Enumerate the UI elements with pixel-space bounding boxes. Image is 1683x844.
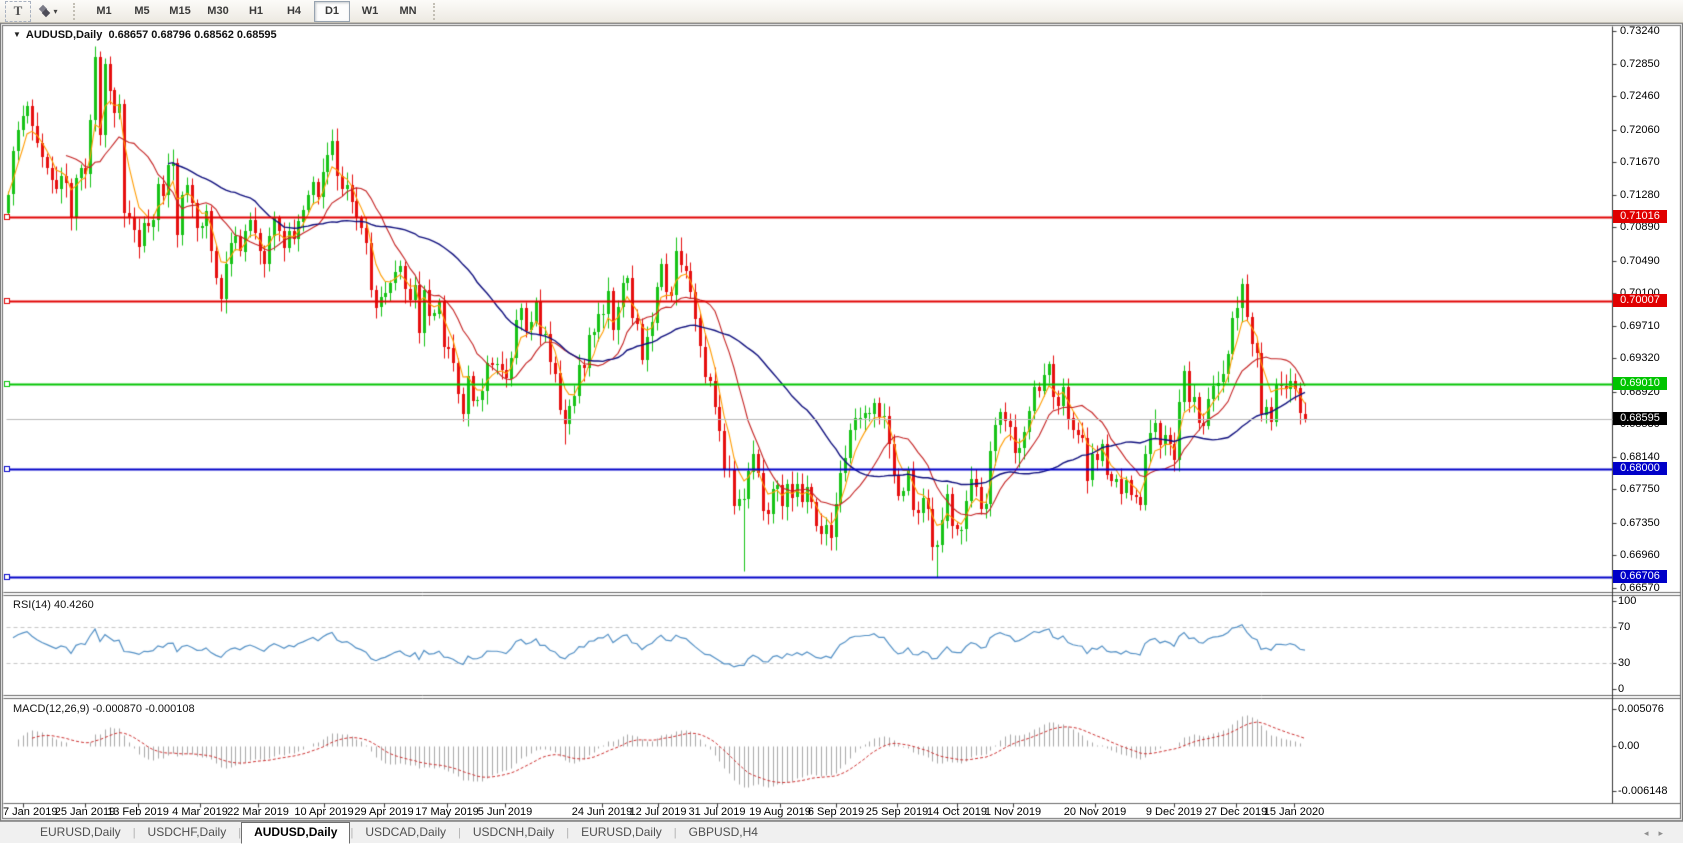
top-toolbar: T ▾ M1 M5 M15 M30 H1 H4 D1 W1 MN — [0, 0, 1683, 23]
toolbar-grip — [433, 2, 439, 20]
macd-tick-label: -0.006148 — [1618, 785, 1668, 797]
date-tick-label: 25 Jan 2019 — [54, 806, 116, 818]
rsi-tick-label: 0 — [1618, 683, 1625, 695]
chart-tab-eurusd-daily[interactable]: EURUSD,Daily — [581, 825, 662, 839]
date-tick-label: 5 Jun 2019 — [477, 806, 533, 818]
tab-scroll-right-icon[interactable]: ▸ — [1658, 828, 1673, 838]
toolbar-grip — [73, 2, 79, 20]
price-tick-label: 0.66960 — [1620, 549, 1660, 561]
tab-scroll-left-icon[interactable]: ◂ — [1643, 828, 1659, 838]
chart-tab-audusd-daily[interactable]: AUDUSD,Daily — [241, 822, 351, 844]
arrows-tool-button[interactable]: ▾ — [31, 1, 67, 22]
date-tick-label: 31 Jul 2019 — [688, 806, 746, 818]
text-tool-button[interactable]: T — [5, 0, 31, 22]
price-tick-label: 0.72060 — [1620, 124, 1660, 136]
date-tick-label: 6 Sep 2019 — [807, 806, 865, 818]
macd-tick-label: 0.005076 — [1618, 703, 1664, 715]
chart-ohlc-values: 0.68657 0.68796 0.68562 0.68595 — [108, 29, 277, 41]
macd-indicator-name: MACD(12,26,9) — [13, 703, 90, 715]
date-tick-label: 15 Jan 2020 — [1263, 806, 1325, 818]
timeframe-button-m1[interactable]: M1 — [96, 5, 112, 17]
price-tick-label: 0.66570 — [1620, 582, 1660, 594]
date-tick-label: 19 Aug 2019 — [749, 806, 811, 818]
chart-tab-eurusd-daily[interactable]: EURUSD,Daily — [40, 825, 121, 839]
price-tick-label: 0.70490 — [1620, 255, 1660, 267]
tab-separator: | — [238, 827, 242, 839]
chart-title: ▼ AUDUSD,Daily 0.68657 0.68796 0.68562 0.… — [13, 29, 277, 41]
price-tick-label: 0.69320 — [1620, 352, 1660, 364]
price-tick-label: 0.73240 — [1620, 25, 1660, 37]
rsi-indicator-value: 40.4260 — [53, 599, 94, 611]
price-tick-label: 0.67350 — [1620, 517, 1660, 529]
price-tick-label: 0.72850 — [1620, 58, 1660, 70]
timeframe-button-mn[interactable]: MN — [399, 5, 417, 17]
date-tick-label: 22 Mar 2019 — [227, 806, 289, 818]
tab-separator: | — [673, 827, 677, 839]
rsi-tick-label: 30 — [1618, 657, 1631, 669]
price-tick-label: 0.68140 — [1620, 451, 1660, 463]
timeframe-button-h4[interactable]: H4 — [286, 5, 302, 17]
rsi-indicator-name: RSI(14) — [13, 599, 51, 611]
date-tick-label: 13 Feb 2019 — [107, 806, 169, 818]
macd-indicator-values: -0.000870 -0.000108 — [92, 703, 195, 715]
date-tick-label: 17 May 2019 — [415, 806, 479, 818]
chevron-down-icon: ▾ — [53, 6, 58, 16]
chart-tab-usdchf-daily[interactable]: USDCHF,Daily — [147, 825, 227, 839]
hline-price-badge: 0.70007 — [1613, 294, 1667, 307]
chart-tab-usdcad-daily[interactable]: USDCAD,Daily — [365, 825, 446, 839]
price-tick-label: 0.72460 — [1620, 90, 1660, 102]
price-tick-label: 0.71670 — [1620, 156, 1660, 168]
timeframe-button-d1[interactable]: D1 — [314, 0, 350, 22]
date-tick-label: 7 Jan 2019 — [3, 806, 58, 818]
hline-price-badge: 0.66706 — [1613, 570, 1667, 583]
collapse-triangle-icon[interactable]: ▼ — [13, 30, 21, 39]
current-price-badge: 0.68595 — [1613, 412, 1667, 425]
tab-separator: | — [566, 827, 570, 839]
macd-tick-label: 0.00 — [1618, 740, 1640, 752]
date-tick-label: 20 Nov 2019 — [1063, 806, 1127, 818]
tab-separator: | — [350, 827, 354, 839]
chart-tabs: EURUSD,Daily | USDCHF,Daily | AUDUSD,Daily | U… — [28, 821, 770, 844]
price-tick-label: 0.71280 — [1620, 189, 1660, 201]
hline-price-badge: 0.69010 — [1613, 377, 1667, 390]
rsi-tick-label: 100 — [1618, 595, 1637, 607]
date-tick-label: 25 Sep 2019 — [865, 806, 929, 818]
tab-scroll-buttons: ◂▸ — [1644, 828, 1673, 839]
date-tick-label: 9 Dec 2019 — [1145, 806, 1203, 818]
timeframe-button-m5[interactable]: M5 — [134, 5, 150, 17]
price-tick-label: 0.70890 — [1620, 221, 1660, 233]
chart-tab-gbpusd-h4[interactable]: GBPUSD,H4 — [688, 825, 758, 839]
arrows-tool-icon — [42, 8, 51, 17]
date-tick-label: 29 Apr 2019 — [354, 806, 414, 818]
hline-price-badge: 0.71016 — [1613, 210, 1667, 223]
hline-price-badge: 0.68000 — [1613, 462, 1667, 475]
date-tick-label: 1 Nov 2019 — [984, 806, 1042, 818]
timeframe-button-m15[interactable]: M15 — [169, 5, 191, 17]
price-tick-label: 0.69710 — [1620, 320, 1660, 332]
date-tick-label: 27 Dec 2019 — [1204, 806, 1268, 818]
tab-separator: | — [132, 827, 136, 839]
timeframe-button-group: M1 M5 M15 M30 H1 H4 D1 W1 MN — [85, 0, 427, 22]
rsi-tick-label: 70 — [1618, 621, 1631, 633]
date-tick-label: 14 Oct 2019 — [927, 806, 987, 818]
timeframe-button-h1[interactable]: H1 — [248, 5, 264, 17]
chart-tab-bar: EURUSD,Daily | USDCHF,Daily | AUDUSD,Daily | U… — [0, 821, 1683, 844]
timeframe-button-m30[interactable]: M30 — [207, 5, 229, 17]
date-tick-label: 24 Jun 2019 — [571, 806, 633, 818]
tab-separator: | — [458, 827, 461, 839]
text-tool-icon: T — [13, 3, 23, 18]
timeframe-button-w1[interactable]: W1 — [361, 5, 379, 17]
price-tick-label: 0.67750 — [1620, 483, 1660, 495]
rsi-pane-label: RSI(14) 40.4260 — [13, 599, 94, 611]
date-tick-label: 12 Jul 2019 — [629, 806, 687, 818]
macd-pane-label: MACD(12,26,9) -0.000870 -0.000108 — [13, 703, 195, 715]
chart-tab-usdcnh-daily[interactable]: USDCNH,Daily — [472, 825, 555, 839]
date-tick-label: 10 Apr 2019 — [294, 806, 354, 818]
chart-symbol-label: AUDUSD,Daily — [25, 29, 103, 41]
date-tick-label: 4 Mar 2019 — [172, 806, 228, 818]
